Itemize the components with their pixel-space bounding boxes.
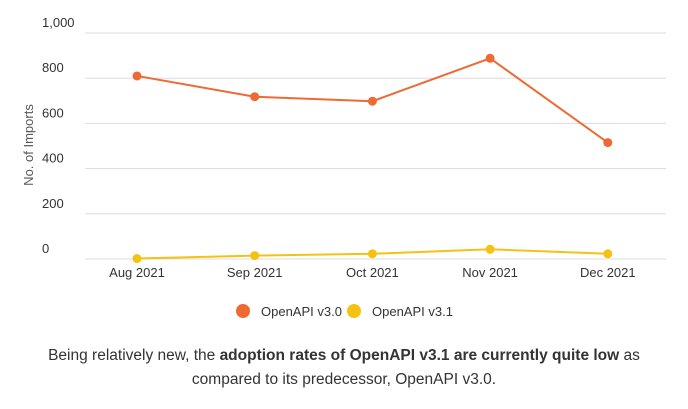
data-point[interactable] (485, 53, 495, 63)
data-point[interactable] (250, 92, 260, 102)
x-tick-label: Aug 2021 (109, 265, 165, 280)
y-axis-ticks: 0 200 400 600 800 1,000 (42, 15, 75, 256)
caption-text-end: as compared to its predecessor, OpenAPI … (191, 347, 640, 388)
y-tick-label: 800 (42, 60, 64, 75)
caption-highlight: adoption rates of OpenAPI v3.1 are curre… (219, 347, 620, 364)
legend-item[interactable]: OpenAPI v3.0 (236, 304, 342, 319)
data-point[interactable] (250, 251, 260, 261)
y-tick-label: 1,000 (42, 15, 75, 30)
data-point[interactable] (367, 96, 377, 106)
y-tick-label: 0 (42, 241, 49, 256)
data-point[interactable] (132, 254, 142, 264)
legend-label: OpenAPI v3.1 (372, 304, 453, 319)
data-point[interactable] (603, 138, 613, 148)
series (132, 53, 613, 264)
caption-text-start: Being relatively new, the (48, 347, 220, 364)
x-axis-ticks: Aug 2021 Sep 2021 Oct 2021 Nov 2021 Dec 2021 (109, 265, 635, 280)
chart-caption: Being relatively new, the adoption rates… (40, 344, 648, 392)
y-tick-label: 400 (42, 151, 64, 166)
y-tick-label: 600 (42, 105, 64, 120)
data-point[interactable] (367, 249, 377, 259)
legend-item[interactable]: OpenAPI v3.1 (347, 304, 453, 319)
data-point[interactable] (603, 249, 613, 259)
x-tick-label: Nov 2021 (462, 265, 518, 280)
series-openapi-v3-1 (132, 244, 613, 264)
x-tick-label: Dec 2021 (580, 265, 636, 280)
x-tick-label: Oct 2021 (346, 265, 399, 280)
data-point[interactable] (132, 71, 142, 81)
x-tick-label: Sep 2021 (227, 265, 283, 280)
y-axis-title: No. of Imports (21, 104, 36, 186)
legend-label: OpenAPI v3.0 (261, 304, 342, 319)
y-tick-label: 200 (42, 196, 64, 211)
legend: OpenAPI v3.0 OpenAPI v3.1 (236, 304, 453, 319)
legend-marker (347, 304, 361, 318)
legend-marker (236, 304, 250, 318)
series-openapi-v3-0 (132, 53, 613, 148)
gridlines (85, 32, 666, 260)
data-point[interactable] (485, 244, 495, 254)
